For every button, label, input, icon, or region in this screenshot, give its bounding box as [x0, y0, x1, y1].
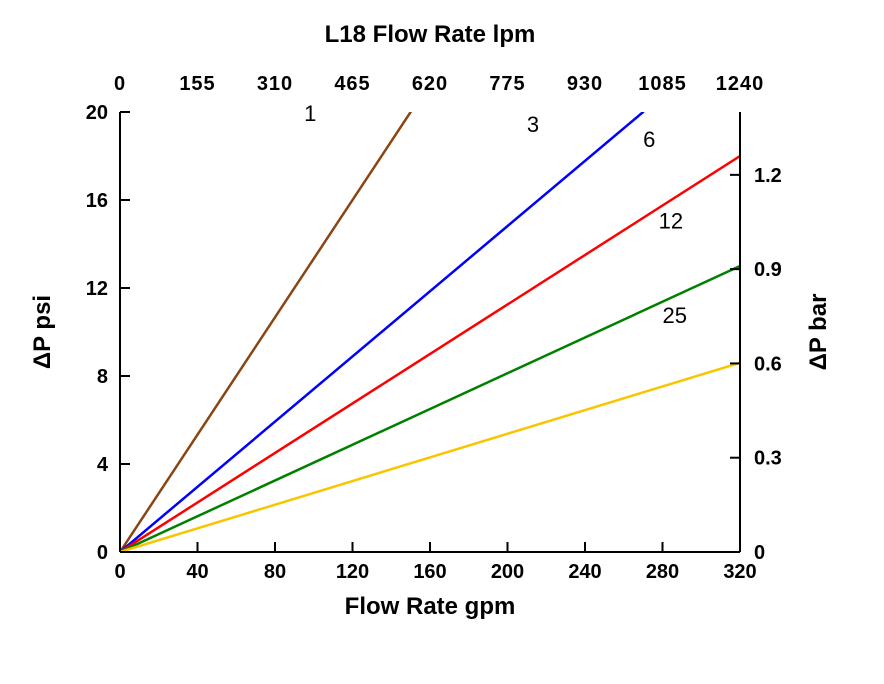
line-chart: 136122504080120160200240280320Flow Rate …: [0, 0, 884, 684]
x-tick-label: 320: [723, 561, 756, 583]
x2-tick-label: 620: [412, 73, 448, 95]
x-tick-label: 80: [264, 561, 286, 583]
x-axis-label: Flow Rate gpm: [345, 593, 516, 620]
x2-tick-label: 1085: [638, 73, 687, 95]
series-label-12: 12: [659, 209, 683, 234]
x-tick-label: 240: [568, 561, 601, 583]
y-tick-label: 16: [86, 190, 108, 212]
x-tick-label: 160: [413, 561, 446, 583]
y2-tick-label: 0: [754, 542, 765, 564]
y2-axis-label: ΔP bar: [805, 294, 832, 371]
y2-tick-label: 1.2: [754, 165, 782, 187]
x2-tick-label: 0: [114, 73, 126, 95]
y2-tick-label: 0.6: [754, 353, 782, 375]
x-tick-label: 0: [114, 561, 125, 583]
x2-tick-label: 310: [257, 73, 293, 95]
y-tick-label: 20: [86, 102, 108, 124]
chart-title: L18 Flow Rate lpm: [325, 21, 536, 48]
x-tick-label: 40: [186, 561, 208, 583]
x2-tick-label: 155: [179, 73, 215, 95]
x2-tick-label: 1240: [716, 73, 765, 95]
x2-tick-label: 775: [489, 73, 525, 95]
y2-tick-label: 0.9: [754, 259, 782, 281]
y-tick-label: 12: [86, 278, 108, 300]
y-tick-label: 8: [97, 366, 108, 388]
x-tick-label: 120: [336, 561, 369, 583]
series-label-1: 1: [304, 101, 316, 126]
series-label-6: 6: [643, 127, 655, 152]
y-tick-label: 0: [97, 542, 108, 564]
series-label-25: 25: [663, 303, 687, 328]
y-axis-label: ΔP psi: [29, 295, 56, 369]
x-tick-label: 200: [491, 561, 524, 583]
x2-tick-label: 930: [567, 73, 603, 95]
series-label-3: 3: [527, 112, 539, 137]
x2-tick-label: 465: [334, 73, 370, 95]
x-tick-label: 280: [646, 561, 679, 583]
chart-container: 136122504080120160200240280320Flow Rate …: [0, 0, 884, 684]
y-tick-label: 4: [97, 454, 109, 476]
y2-tick-label: 0.3: [754, 448, 782, 470]
